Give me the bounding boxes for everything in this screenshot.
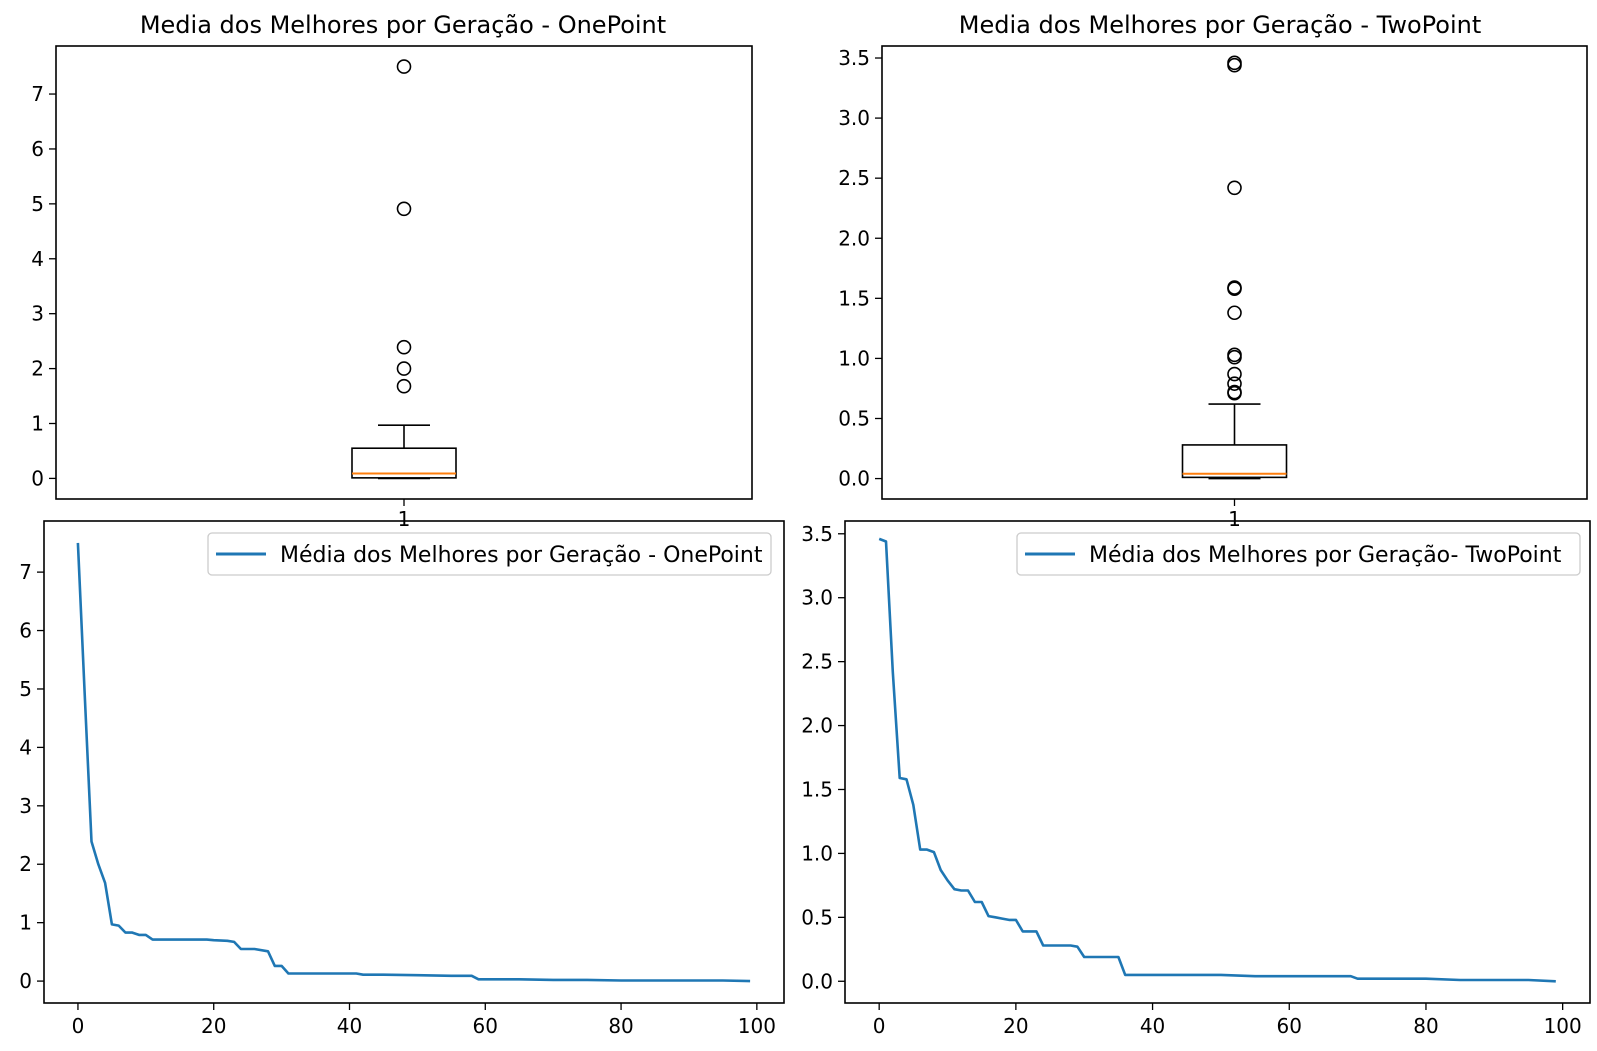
y-tick-label: 2 [31,357,44,381]
plot-frame [844,520,1591,1004]
outlier-point [396,361,412,376]
y-tick-label: 1.0 [801,841,833,865]
y-tick-label: 0.0 [838,467,870,491]
legend-series-label: Média dos Melhores por Geração - OnePoin… [280,543,763,568]
x-tick-label: 1 [398,507,411,531]
legend-series-label: Média dos Melhores por Geração- TwoPoint [1089,543,1562,568]
chart-title: Media dos Melhores por Geração - TwoPoin… [959,11,1481,39]
outlier-point [1227,180,1242,196]
outlier-point [396,201,412,217]
x-tick-label: 80 [608,1014,633,1038]
legend-frame [207,532,772,576]
y-tick-label: 2.5 [801,650,833,674]
y-tick-label: 3.5 [838,46,870,70]
boxplot-onepoint-panel: Media dos Melhores por Geração - OnePoin… [31,11,753,531]
y-tick-label: 7 [19,560,32,584]
y-tick-label: 2.5 [838,166,870,190]
x-tick-label: 100 [1544,1014,1582,1038]
x-tick-label: 40 [1140,1014,1165,1038]
y-tick-label: 3.5 [801,522,833,546]
x-tick-label: 100 [738,1014,776,1038]
x-tick-label: 20 [201,1014,226,1038]
outlier-point [396,59,412,74]
y-tick-label: 6 [31,137,44,161]
outlier-point [396,339,412,355]
x-tick-label: 1 [1228,507,1241,531]
x-tick-label: 0 [72,1014,85,1038]
y-tick-label: 0 [19,969,32,993]
outlier-point [1227,366,1242,382]
y-tick-label: 4 [31,247,44,271]
boxplot-twopoint-panel: Media dos Melhores por Geração - TwoPoin… [838,11,1588,531]
y-tick-label: 2.0 [801,714,833,738]
outlier-point [1227,376,1242,391]
lineplot-onepoint-panel: 0 1 2 3 4 5 6 7 0 20 40 60 80 100 Média dos Melhores … [19,520,785,1038]
legend: Média dos Melhores por Geração - OnePoin… [207,532,772,576]
y-tick-label: 0 [31,466,44,490]
outlier-point [1227,349,1242,365]
outlier-point [396,378,412,394]
y-tick-label: 2.0 [838,226,870,250]
y-tick-label: 1.5 [801,777,833,801]
chart-title: Media dos Melhores por Geração - OnePoin… [140,11,666,39]
legend: Média dos Melhores por Geração- TwoPoint [1016,532,1581,576]
plot-frame [43,520,785,1004]
outlier-point [1227,305,1242,321]
y-tick-label: 1 [19,911,32,935]
x-tick-label: 80 [1413,1014,1438,1038]
x-tick-label: 40 [337,1014,362,1038]
y-tick-label: 3.0 [801,586,833,610]
legend-frame [1016,532,1581,576]
y-tick-label: 1 [31,412,44,436]
y-tick-label: 6 [19,619,32,643]
x-tick-label: 60 [473,1014,498,1038]
y-tick-label: 0.5 [838,406,870,430]
x-tick-label: 0 [873,1014,886,1038]
y-tick-label: 1.0 [838,346,870,370]
iqr-box [1181,444,1288,479]
lineplot-twopoint-panel: 0.0 0.5 1.0 1.5 2.0 2.5 3.0 3.5 0 20 40 60 80 100 Méd… [801,520,1591,1038]
y-tick-label: 0.0 [801,969,833,993]
series-line [76,542,751,983]
y-tick-label: 1.5 [838,286,870,310]
y-tick-label: 3.0 [838,106,870,130]
outlier-point [1227,57,1242,73]
y-tick-label: 4 [19,735,32,759]
y-tick-label: 3 [19,794,32,818]
y-tick-label: 5 [19,677,32,701]
x-tick-label: 20 [1003,1014,1028,1038]
outlier-point [1227,281,1242,297]
y-tick-label: 7 [31,82,44,106]
outlier-point [1227,385,1242,401]
y-tick-label: 2 [19,852,32,876]
y-tick-label: 0.5 [801,905,833,929]
iqr-box [351,447,457,479]
y-tick-label: 5 [31,192,44,216]
x-tick-label: 60 [1277,1014,1302,1038]
series-line [878,537,1556,983]
y-tick-label: 3 [31,302,44,326]
